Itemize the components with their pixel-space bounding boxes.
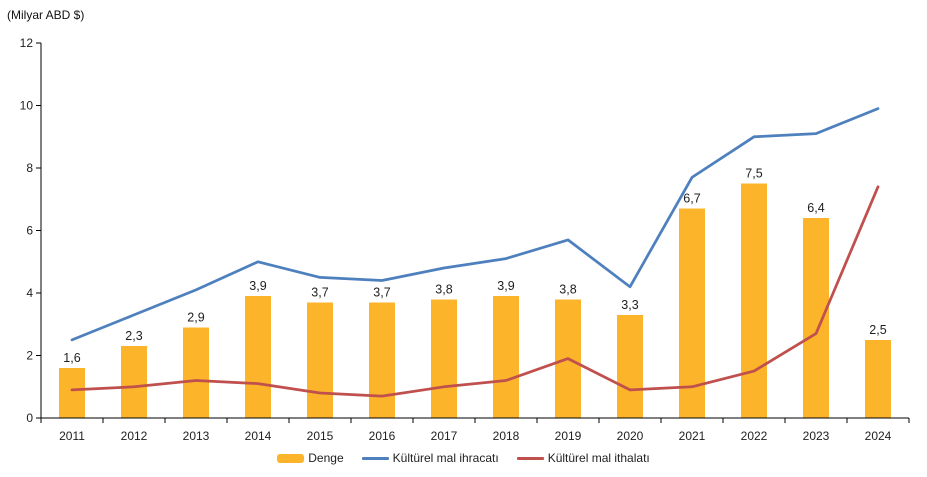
bar [245,296,271,418]
legend-item-ihracat: Kültürel mal ihracatı [361,451,499,465]
import-line [70,185,880,398]
bar [59,368,85,418]
x-tick-label: 2018 [493,429,520,443]
bar-value-label: 7,5 [745,167,762,181]
y-tick-label: 10 [20,99,34,113]
bar-value-label: 3,7 [373,285,390,299]
x-tick-label: 2014 [245,429,272,443]
legend-item-ithalat: Kültürel mal ithalatı [516,451,650,465]
bar [493,296,519,418]
bar [741,183,767,418]
x-tick-label: 2023 [803,429,830,443]
bar-swatch-icon [277,453,305,463]
bar-value-label: 3,8 [559,282,576,296]
bar-value-label: 6,7 [683,192,700,206]
bar [679,208,705,418]
bar-value-label: 1,6 [63,351,80,365]
y-tick-label: 4 [26,286,33,300]
x-tick-label: 2019 [555,429,582,443]
import-line-swatch-icon [516,456,544,460]
bar-value-label: 3,7 [311,285,328,299]
x-tick-label: 2016 [369,429,396,443]
x-tick-label: 2024 [865,429,892,443]
bar-value-label: 3,8 [435,282,452,296]
y-tick-label: 2 [26,349,33,363]
x-tick-label: 2015 [307,429,334,443]
legend-item-denge: Denge [277,451,344,465]
export-line [70,107,880,342]
bar [183,327,209,418]
legend-label-ihracat: Kültürel mal ihracatı [392,451,499,465]
y-tick-label: 0 [26,411,33,425]
y-tick-label: 12 [20,36,34,50]
bar [369,302,395,418]
bar [121,346,147,418]
bar [307,302,333,418]
bar [803,218,829,418]
bar [865,339,891,418]
bar-value-label: 2,9 [187,310,204,324]
x-tick-label: 2012 [121,429,148,443]
bar-value-label: 2,5 [869,323,886,337]
bar-value-label: 6,4 [807,201,824,215]
y-tick-label: 6 [26,224,33,238]
x-tick-label: 2022 [741,429,768,443]
chart-canvas: 0 2 4 6 8 10 12 2011 2012 2013 2014 2015 2016 2017 201… [20,36,910,443]
bar-value-label: 3,9 [249,279,266,293]
x-tick-label: 2020 [617,429,644,443]
y-tick-label: 8 [26,161,33,175]
legend-label-ithalat: Kültürel mal ithalatı [547,451,650,465]
bar-value-label: 3,3 [621,298,638,312]
chart-legend: Denge Kültürel mal ihracatı Kültürel mal… [0,451,927,465]
bar-value-label: 2,3 [125,329,142,343]
x-tick-label: 2021 [679,429,706,443]
x-tick-label: 2013 [183,429,210,443]
bar [431,299,457,419]
y-axis-unit-label: (Milyar ABD $) [7,8,85,22]
bar [617,314,643,418]
x-tick-label: 2011 [59,429,85,443]
export-line-swatch-icon [361,456,389,460]
bar-value-label: 3,9 [497,279,514,293]
x-tick-label: 2017 [431,429,458,443]
legend-label-denge: Denge [308,451,344,465]
